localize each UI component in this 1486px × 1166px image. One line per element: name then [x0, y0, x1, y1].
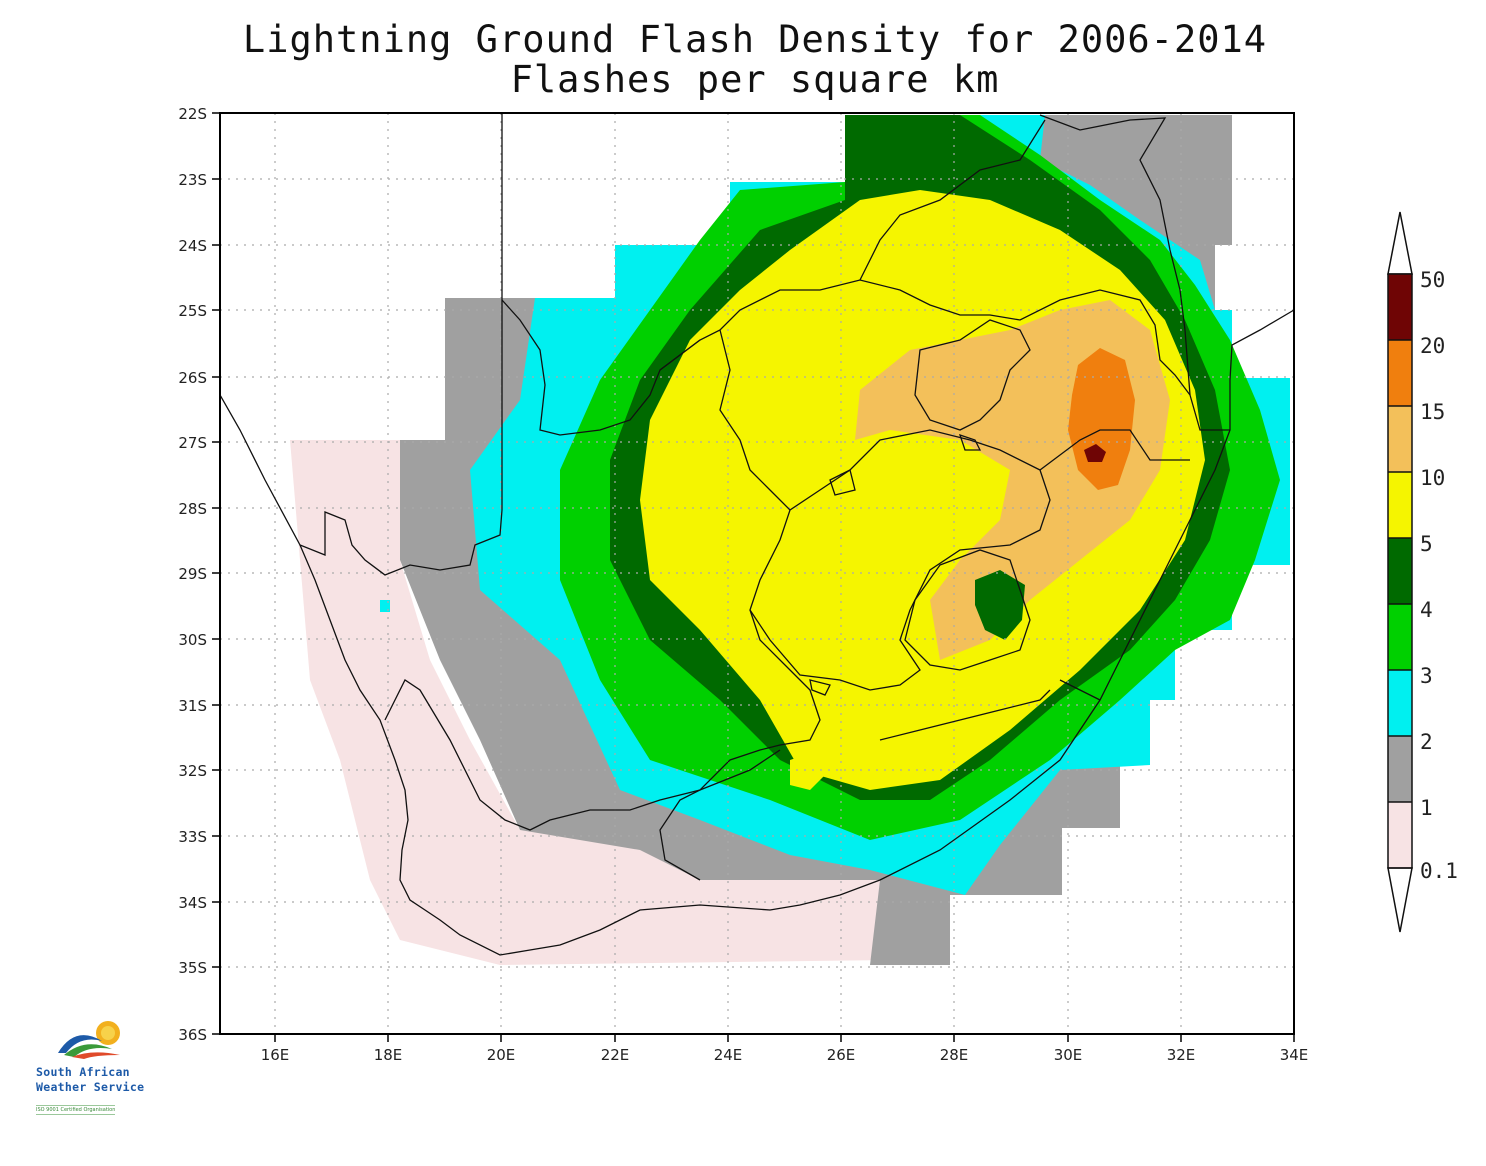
lat-label: 31S [178, 697, 207, 715]
colorbar-swatch [1388, 604, 1412, 670]
colorbar-swatches [1388, 274, 1412, 868]
boundaries [220, 113, 1295, 956]
lat-label: 32S [178, 762, 207, 780]
map-subtitle: Flashes per square km [510, 58, 1000, 101]
lat-label: 35S [178, 959, 207, 977]
longitude-labels: 16E 18E 20E 22E 24E 26E 28E 30E 32E 34E [261, 1046, 1309, 1064]
lon-label: 20E [487, 1046, 516, 1064]
lat-label: 29S [178, 565, 207, 583]
colorbar-label: 0.1 [1420, 859, 1458, 883]
lon-label: 28E [940, 1046, 969, 1064]
colorbar-label: 4 [1420, 598, 1433, 622]
saws-emblem-icon [58, 1021, 120, 1059]
lat-label: 25S [178, 302, 207, 320]
colorbar-swatch [1388, 538, 1412, 604]
latitude-labels: 22S 23S 24S 25S 26S 27S 28S 29S 30S 31S … [178, 105, 207, 1044]
lon-label: 22E [601, 1046, 630, 1064]
colorbar-label: 2 [1420, 730, 1433, 754]
lon-label: 32E [1167, 1046, 1196, 1064]
lat-label: 30S [178, 631, 207, 649]
colorbar: 50 20 15 10 5 4 3 2 1 0.1 [1387, 211, 1458, 933]
colorbar-swatch [1388, 274, 1412, 340]
logo-line-2: Weather Service [36, 1080, 145, 1094]
density-field [290, 115, 1290, 965]
lat-label: 27S [178, 434, 207, 452]
map-title: Lightning Ground Flash Density for 2006-… [242, 18, 1268, 61]
colorbar-top-arrow [1387, 211, 1413, 275]
lat-label: 28S [178, 500, 207, 518]
lat-label: 24S [178, 237, 207, 255]
map-grid [220, 113, 1294, 1034]
colorbar-swatch [1388, 340, 1412, 406]
colorbar-label: 20 [1420, 334, 1445, 358]
colorbar-label: 50 [1420, 268, 1445, 292]
saws-logo: South African Weather Service ISO 9001 C… [30, 1015, 160, 1125]
logo-tagline: ISO 9001 Certified Organisation [36, 1105, 116, 1115]
lat-label: 23S [178, 171, 207, 189]
lon-label: 24E [714, 1046, 743, 1064]
logo-line-1: South African [36, 1065, 130, 1079]
lon-label: 26E [827, 1046, 856, 1064]
colorbar-label: 1 [1420, 796, 1433, 820]
lat-label: 33S [178, 828, 207, 846]
colorbar-swatch [1388, 736, 1412, 802]
colorbar-swatch [1388, 670, 1412, 736]
lat-label: 26S [178, 369, 207, 387]
colorbar-swatch [1388, 472, 1412, 538]
lon-label: 34E [1280, 1046, 1309, 1064]
lat-label: 22S [178, 105, 207, 123]
lat-label: 36S [178, 1026, 207, 1044]
lon-label: 16E [261, 1046, 290, 1064]
colorbar-label: 15 [1420, 400, 1445, 424]
colorbar-label: 10 [1420, 466, 1445, 490]
colorbar-bottom-arrow [1387, 867, 1413, 933]
colorbar-label: 5 [1420, 532, 1433, 556]
lon-label: 18E [374, 1046, 403, 1064]
colorbar-swatch [1388, 406, 1412, 472]
lon-label: 30E [1054, 1046, 1083, 1064]
colorbar-swatch [1388, 802, 1412, 868]
lat-label: 34S [178, 894, 207, 912]
colorbar-label: 3 [1420, 664, 1433, 688]
